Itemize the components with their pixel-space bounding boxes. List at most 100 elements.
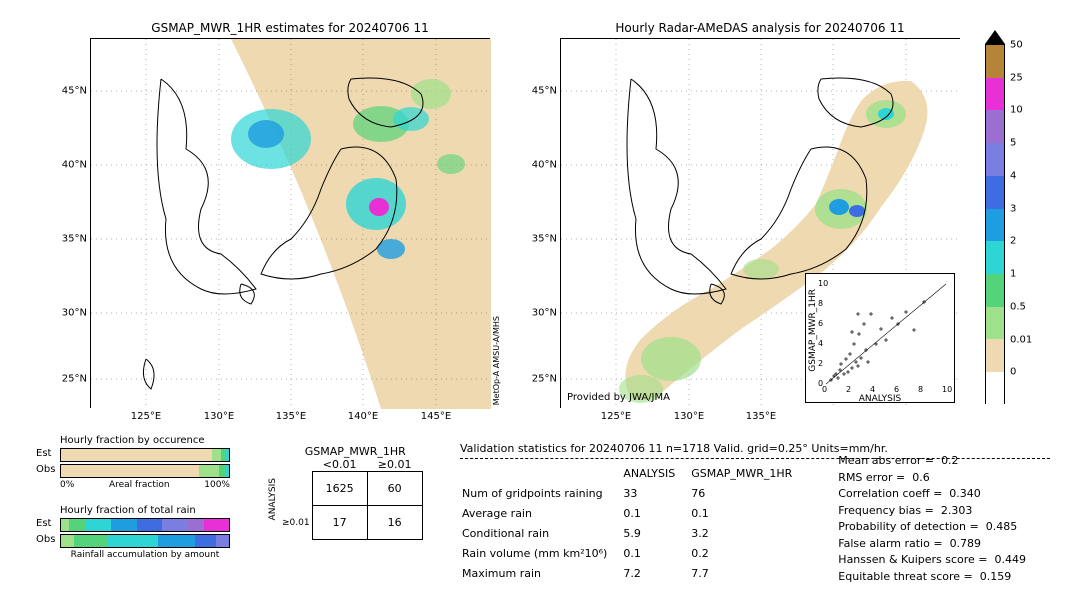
- contingency-yaxis: ANALYSIS: [268, 478, 278, 520]
- map-left-ytick-25: 25°N: [62, 374, 91, 385]
- colorbar: 502510543210.50.010: [985, 44, 1005, 404]
- occ-est-label: Est: [36, 448, 51, 459]
- contingency-panel: GSMAP_MWR_1HR ANALYSIS <0.01 ≥0.01 1625 …: [268, 445, 423, 540]
- colorbar-label: 10: [1010, 105, 1023, 116]
- scatter-ytick: 4: [818, 339, 823, 348]
- val-row-label: Maximum rain: [462, 565, 621, 583]
- cont-col2: ≥0.01: [367, 458, 422, 472]
- val-row-label: Num of gridpoints raining: [462, 485, 621, 503]
- map-left-ytick-40: 40°N: [62, 160, 91, 171]
- scatter-ytick: 6: [818, 319, 823, 328]
- scatter-xtick: 4: [870, 385, 875, 394]
- val-row-gsmap: 76: [691, 485, 806, 503]
- occ-axis-0: 0%: [60, 480, 74, 490]
- val-row-gsmap: 0.1: [691, 505, 806, 523]
- totalrain-bar-est: [60, 518, 230, 532]
- map-right-xtick-2: 135°E: [746, 407, 776, 422]
- val-row-analysis: 33: [623, 485, 689, 503]
- map-left-ytick-35: 35°N: [62, 234, 91, 245]
- tr-obs-label: Obs: [36, 534, 55, 545]
- map-left-ytick-45: 45°N: [62, 86, 91, 97]
- scatter-xtick: 6: [894, 385, 899, 394]
- colorbar-label: 3: [1010, 203, 1016, 214]
- cont-c11: 16: [367, 506, 422, 540]
- metric-row: Mean abs error = 0.2: [838, 453, 1026, 470]
- occ-axis-100: 100%: [204, 480, 230, 490]
- colorbar-label: 25: [1010, 72, 1023, 83]
- val-row-label: Conditional rain: [462, 525, 621, 543]
- scatter-xtick: 10: [942, 385, 952, 394]
- map-right: Hourly Radar-AMeDAS analysis for 2024070…: [560, 38, 960, 408]
- cont-col1: <0.01: [312, 458, 367, 472]
- map-left-xtick-2: 135°E: [276, 407, 306, 422]
- val-row-label: Rain volume (mm km²10⁶): [462, 545, 621, 563]
- map-left-svg: [91, 39, 491, 409]
- scatter-ytick: 10: [818, 279, 828, 288]
- val-col-gsmap: GSMAP_MWR_1HR: [691, 465, 806, 483]
- map-right-xtick-0: 125°E: [601, 407, 631, 422]
- map-right-xtick-1: 130°E: [674, 407, 704, 422]
- totalrain-footer: Rainfall accumulation by amount: [60, 550, 230, 560]
- map-right-title: Hourly Radar-AMeDAS analysis for 2024070…: [561, 21, 959, 35]
- cont-c10: 17: [312, 506, 367, 540]
- val-row-analysis: 5.9: [623, 525, 689, 543]
- val-row-analysis: 0.1: [623, 505, 689, 523]
- totalrain-panel: Hourly fraction of total rain Est Obs Ra…: [60, 505, 230, 560]
- cont-c01: 60: [367, 472, 422, 506]
- cont-c00: 1625: [312, 472, 367, 506]
- contingency-table: <0.01 ≥0.01 1625 60 ≥0.01 17 16: [282, 458, 423, 540]
- scatter-ytick: 2: [818, 359, 823, 368]
- colorbar-label: 0.01: [1010, 334, 1032, 345]
- map-left-xtick-3: 140°E: [348, 407, 378, 422]
- scatter-ylabel: GSMAP_MWR_1HR: [808, 289, 818, 372]
- val-row-analysis: 7.2: [623, 565, 689, 583]
- colorbar-label: 5: [1010, 138, 1016, 149]
- colorbar-label: 1: [1010, 269, 1016, 280]
- validation-divider: [460, 458, 1050, 459]
- colorbar-label: 0.5: [1010, 301, 1026, 312]
- colorbar-label: 2: [1010, 236, 1016, 247]
- occurrence-bar-obs: [60, 464, 230, 478]
- val-row-gsmap: 7.7: [691, 565, 806, 583]
- map-left-xtick-0: 125°E: [131, 407, 161, 422]
- colorbar-label: 0: [1010, 367, 1016, 378]
- colorbar-arrow-icon: [985, 30, 1005, 44]
- map-left-ytick-30: 30°N: [62, 308, 91, 319]
- occ-obs-label: Obs: [36, 464, 55, 475]
- totalrain-title: Hourly fraction of total rain: [60, 505, 230, 516]
- occurrence-panel: Hourly fraction by occurence Est Obs 0% …: [60, 435, 230, 490]
- validation-table: ANALYSIS GSMAP_MWR_1HR Num of gridpoints…: [460, 463, 808, 585]
- map-right-ytick-4: 25°N: [532, 374, 561, 385]
- scatter-xtick: 8: [918, 385, 923, 394]
- cont-ylow: ≥0.01: [282, 506, 312, 540]
- validation-panel: Validation statistics for 20240706 11 n=…: [460, 442, 1026, 585]
- metric-row: Hanssen & Kuipers score = 0.449: [838, 552, 1026, 569]
- metric-row: Probability of detection = 0.485: [838, 519, 1026, 536]
- val-row-gsmap: 3.2: [691, 525, 806, 543]
- totalrain-bar-obs: [60, 534, 230, 548]
- scatter-inset: GSMAP_MWR_1HR ANALYSIS 00224466881010: [805, 273, 955, 403]
- val-row-gsmap: 0.2: [691, 545, 806, 563]
- metric-row: Frequency bias = 2.303: [838, 503, 1026, 520]
- map-right-ytick-2: 35°N: [532, 234, 561, 245]
- metric-row: Equitable threat score = 0.159: [838, 569, 1026, 586]
- val-col-analysis: ANALYSIS: [623, 465, 689, 483]
- metric-row: Correlation coeff = 0.340: [838, 486, 1026, 503]
- metric-row: False alarm ratio = 0.789: [838, 536, 1026, 553]
- occurrence-title: Hourly fraction by occurence: [60, 435, 230, 446]
- scatter-ytick: 0: [818, 379, 823, 388]
- val-row-label: Average rain: [462, 505, 621, 523]
- map-right-ytick-0: 45°N: [532, 86, 561, 97]
- colorbar-label: 4: [1010, 170, 1016, 181]
- metric-row: RMS error = 0.6: [838, 470, 1026, 487]
- scatter-ytick: 8: [818, 299, 823, 308]
- val-row-analysis: 0.1: [623, 545, 689, 563]
- map-left: GSMAP_MWR_1HR estimates for 20240706 11: [90, 38, 490, 408]
- map-right-ytick-1: 40°N: [532, 160, 561, 171]
- map-left-xtick-1: 130°E: [204, 407, 234, 422]
- map-left-credit: MetOp-A AMSU-A/MHS: [492, 316, 501, 405]
- map-left-xtick-4: 145°E: [421, 407, 451, 422]
- occurrence-bar-est: [60, 448, 230, 462]
- scatter-xlabel: ANALYSIS: [806, 394, 954, 404]
- tr-est-label: Est: [36, 518, 51, 529]
